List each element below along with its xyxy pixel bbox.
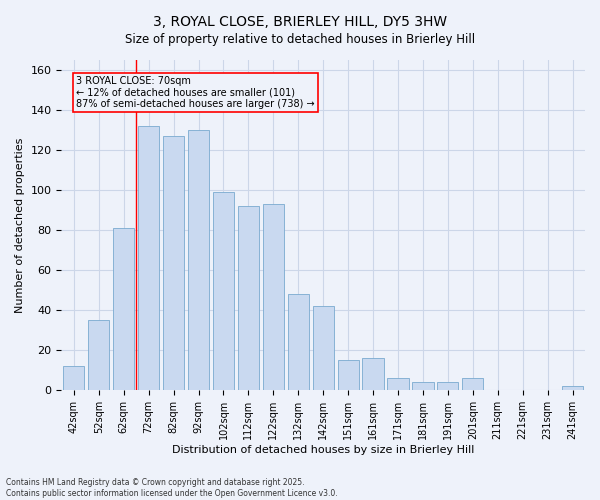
Bar — [263, 204, 284, 390]
Bar — [163, 136, 184, 390]
Bar — [338, 360, 359, 390]
Bar — [238, 206, 259, 390]
Bar — [437, 382, 458, 390]
Bar — [362, 358, 383, 390]
Bar — [213, 192, 234, 390]
Bar — [188, 130, 209, 390]
Text: 3 ROYAL CLOSE: 70sqm
← 12% of detached houses are smaller (101)
87% of semi-deta: 3 ROYAL CLOSE: 70sqm ← 12% of detached h… — [76, 76, 315, 109]
Text: 3, ROYAL CLOSE, BRIERLEY HILL, DY5 3HW: 3, ROYAL CLOSE, BRIERLEY HILL, DY5 3HW — [153, 15, 447, 29]
Text: Size of property relative to detached houses in Brierley Hill: Size of property relative to detached ho… — [125, 32, 475, 46]
Bar — [412, 382, 434, 390]
Bar — [113, 228, 134, 390]
Text: Contains HM Land Registry data © Crown copyright and database right 2025.
Contai: Contains HM Land Registry data © Crown c… — [6, 478, 338, 498]
Y-axis label: Number of detached properties: Number of detached properties — [15, 138, 25, 313]
Bar — [138, 126, 159, 390]
Bar — [562, 386, 583, 390]
Bar — [287, 294, 309, 390]
Bar — [388, 378, 409, 390]
Bar — [462, 378, 484, 390]
Bar — [313, 306, 334, 390]
Bar — [88, 320, 109, 390]
Bar — [63, 366, 85, 390]
X-axis label: Distribution of detached houses by size in Brierley Hill: Distribution of detached houses by size … — [172, 445, 475, 455]
